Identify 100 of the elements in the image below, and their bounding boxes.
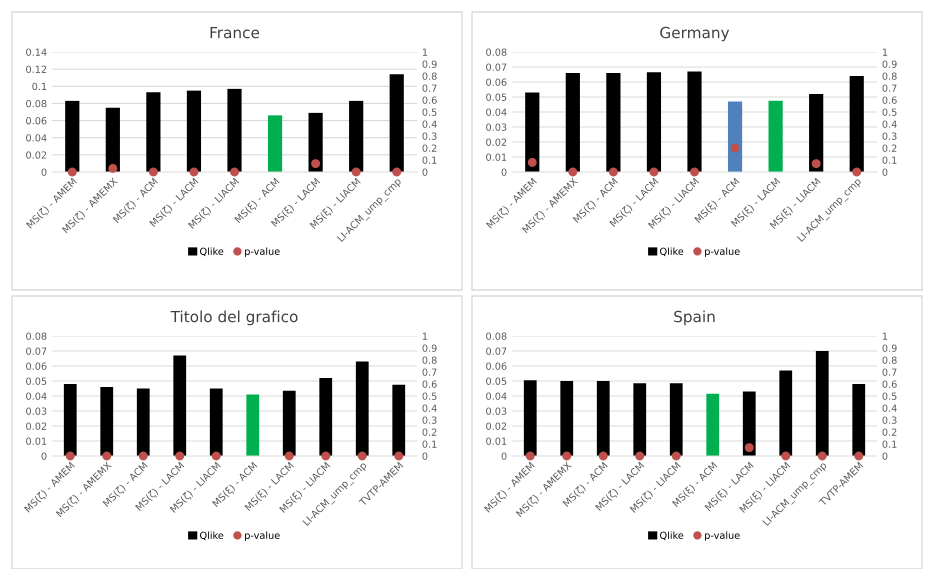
y2-tick-label: 0.3	[882, 416, 897, 424]
y-tick-label: 0.06	[26, 362, 47, 370]
y2-tick-label: 0.2	[882, 144, 896, 152]
y2-tick-label: 0.7	[882, 368, 896, 376]
y-tick-label: 0	[502, 168, 506, 176]
y-tick-label: 0.07	[486, 63, 506, 71]
y-tick-label: 0.01	[486, 153, 506, 161]
legend-label: Qlike	[200, 247, 224, 256]
y-tick-label: 0.04	[26, 134, 47, 142]
bar	[100, 387, 114, 456]
y-tick-label: 0.01	[26, 437, 46, 445]
point	[189, 168, 198, 176]
y2-tick-label: 0.7	[422, 368, 436, 376]
y2-tick-label: 1	[422, 332, 428, 340]
y-tick-label: 0.02	[486, 138, 506, 146]
bar	[606, 73, 620, 172]
y2-tick-label: 0.7	[422, 84, 436, 92]
y2-tick-label: 0.5	[882, 108, 896, 116]
point	[852, 168, 862, 176]
bar	[106, 108, 120, 172]
y-tick-label: 0.08	[486, 48, 506, 56]
y-tick-label: 0.07	[26, 347, 46, 355]
legend-label: p-value	[245, 247, 280, 257]
y2-tick-label: 0.6	[422, 96, 437, 104]
y2-tick-label: 0.4	[422, 404, 437, 412]
legend-label: p-value	[705, 531, 740, 541]
legend-label: Qlike	[660, 531, 684, 540]
y2-tick-label: 0.6	[882, 96, 897, 104]
y2-tick-label: 0.3	[422, 416, 437, 424]
y-tick-label: 0.03	[486, 123, 506, 131]
point	[108, 164, 118, 173]
bar	[65, 100, 80, 172]
y2-tick-label: 0.1	[882, 440, 896, 448]
point	[528, 158, 537, 167]
y-tick-label: 0.07	[486, 347, 506, 355]
y2-tick-label: 0	[422, 452, 428, 460]
point	[730, 144, 740, 152]
y2-tick-label: 0.2	[882, 428, 896, 436]
y2-tick-label: 0.1	[422, 156, 436, 164]
chart-title: France	[210, 26, 260, 38]
point	[649, 168, 658, 176]
y2-tick-label: 0.5	[422, 392, 436, 400]
bar	[596, 381, 610, 456]
y2-tick-label: 1	[882, 48, 888, 56]
y-tick-label: 0	[502, 452, 506, 460]
y2-tick-label: 0	[882, 452, 888, 460]
y-tick-label: 0.02	[486, 422, 506, 430]
point	[352, 168, 361, 176]
y-tick-label: 0.03	[26, 407, 46, 415]
bar	[670, 383, 683, 456]
y-tick-label: 0	[42, 452, 46, 460]
y-tick-label: 0.08	[26, 332, 46, 340]
y-tick-label: 0.06	[26, 117, 47, 124]
y2-tick-label: 0.7	[882, 84, 896, 92]
point	[568, 168, 578, 176]
y2-tick-label: 1	[882, 332, 888, 340]
bar	[560, 381, 574, 456]
bar	[282, 390, 296, 456]
bar	[687, 72, 702, 172]
y2-tick-label: 0.8	[882, 356, 897, 364]
bar	[816, 351, 829, 456]
point	[690, 168, 699, 176]
y2-tick-label: 0	[422, 168, 428, 176]
chart-title: Spain	[674, 310, 715, 326]
bar	[146, 92, 160, 172]
y2-tick-label: 0.9	[882, 344, 897, 352]
y2-tick-label: 0.3	[422, 132, 437, 140]
bar	[173, 356, 186, 456]
y2-tick-label: 0.1	[422, 440, 436, 448]
y-tick-label: 0.05	[486, 377, 506, 385]
y-tick-label: 0.05	[26, 377, 46, 385]
y-tick-label: 0.01	[486, 437, 506, 445]
point	[311, 159, 320, 168]
bar	[809, 94, 824, 172]
bar	[524, 380, 537, 456]
bar	[349, 100, 364, 172]
bar	[136, 388, 150, 456]
y-tick-label: 0.12	[26, 66, 46, 73]
bar	[742, 392, 756, 456]
y2-tick-label: 0.2	[422, 428, 436, 436]
point	[148, 168, 158, 176]
chart-title: Germany	[660, 26, 730, 42]
y2-tick-label: 0.6	[422, 380, 437, 388]
bar	[227, 88, 242, 172]
point	[608, 168, 618, 176]
bar	[356, 362, 369, 456]
point	[230, 168, 239, 176]
y-tick-label: 0.02	[26, 422, 46, 430]
legend-label: Qlike	[200, 531, 224, 540]
chart-title: Titolo del grafico	[170, 310, 298, 326]
bar	[246, 394, 260, 456]
bar	[64, 384, 77, 456]
y2-tick-label: 0.4	[422, 120, 437, 128]
point	[392, 168, 402, 176]
y-tick-label: 0.1	[32, 82, 46, 90]
y-tick-label: 0.04	[26, 392, 47, 400]
y-tick-label: 0.05	[486, 93, 506, 101]
y2-tick-label: 0.1	[882, 156, 896, 164]
bar	[392, 384, 406, 456]
y2-tick-label: 0.9	[882, 60, 897, 68]
